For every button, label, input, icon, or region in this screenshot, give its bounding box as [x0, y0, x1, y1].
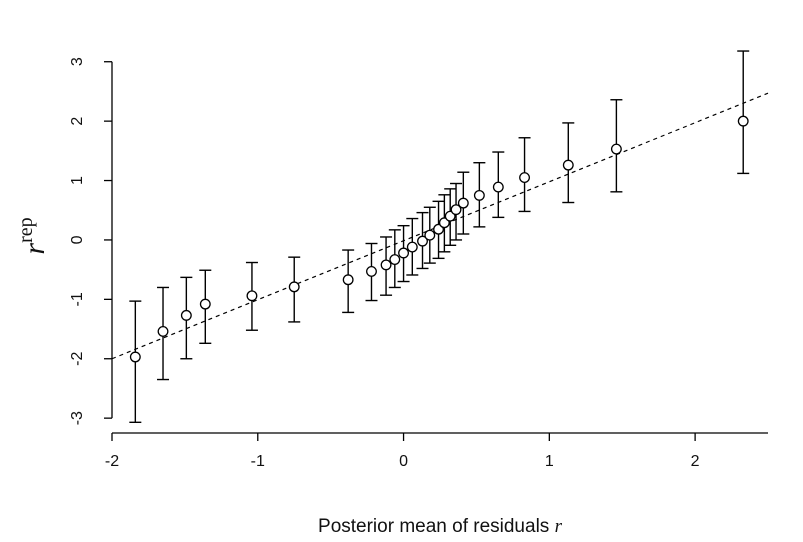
data-point	[417, 235, 428, 247]
data-point	[157, 325, 169, 337]
data-point	[389, 254, 401, 265]
x-tick-label: 2	[691, 453, 700, 470]
data-point	[129, 351, 141, 363]
y-tick-label: 1	[69, 176, 86, 185]
data-point	[473, 189, 485, 201]
y-tick-label: 3	[69, 57, 86, 66]
axes: -2 -1 0 1 2 -3 -2 -1 0 1 2 3	[69, 57, 768, 470]
x-axis-label: Posterior mean of residuals r	[318, 516, 563, 537]
x-tick-label: -1	[251, 453, 265, 470]
error-bar	[737, 50, 750, 175]
data-point	[492, 181, 504, 193]
x-axis-label-variable: r	[555, 516, 563, 537]
y-tick-label: -2	[69, 352, 86, 366]
data-point	[288, 281, 300, 293]
data-point	[737, 115, 749, 127]
data-point	[342, 274, 354, 286]
data-point	[199, 298, 211, 310]
y-axis-label-superscript: rep	[15, 217, 37, 243]
data-point	[180, 309, 192, 321]
data-point	[366, 265, 377, 277]
y-tick-label: 0	[69, 235, 86, 244]
y-tick-label: -1	[69, 292, 86, 306]
data-point	[610, 143, 622, 155]
data-point	[398, 247, 410, 259]
data-point	[380, 259, 392, 271]
y-tick-label: 2	[69, 117, 86, 126]
x-tick-label: 1	[545, 453, 554, 470]
data-point	[424, 229, 436, 241]
data-point	[246, 290, 258, 302]
error-bars	[129, 50, 750, 424]
data-points	[129, 115, 749, 363]
data-point	[406, 241, 418, 253]
data-point	[519, 172, 531, 184]
x-tick-label: 0	[399, 453, 408, 470]
x-axis-label-text: Posterior mean of residuals	[318, 516, 549, 537]
y-tick-label: -3	[69, 411, 86, 425]
x-tick-label: -2	[105, 453, 119, 470]
y-axis-label-variable: r	[18, 243, 51, 255]
y-axis-label: rrep	[15, 217, 51, 254]
data-point	[457, 197, 469, 209]
data-point	[450, 204, 462, 216]
data-point	[562, 159, 574, 171]
axis-labels: Posterior mean of residuals r rrep	[15, 217, 563, 537]
